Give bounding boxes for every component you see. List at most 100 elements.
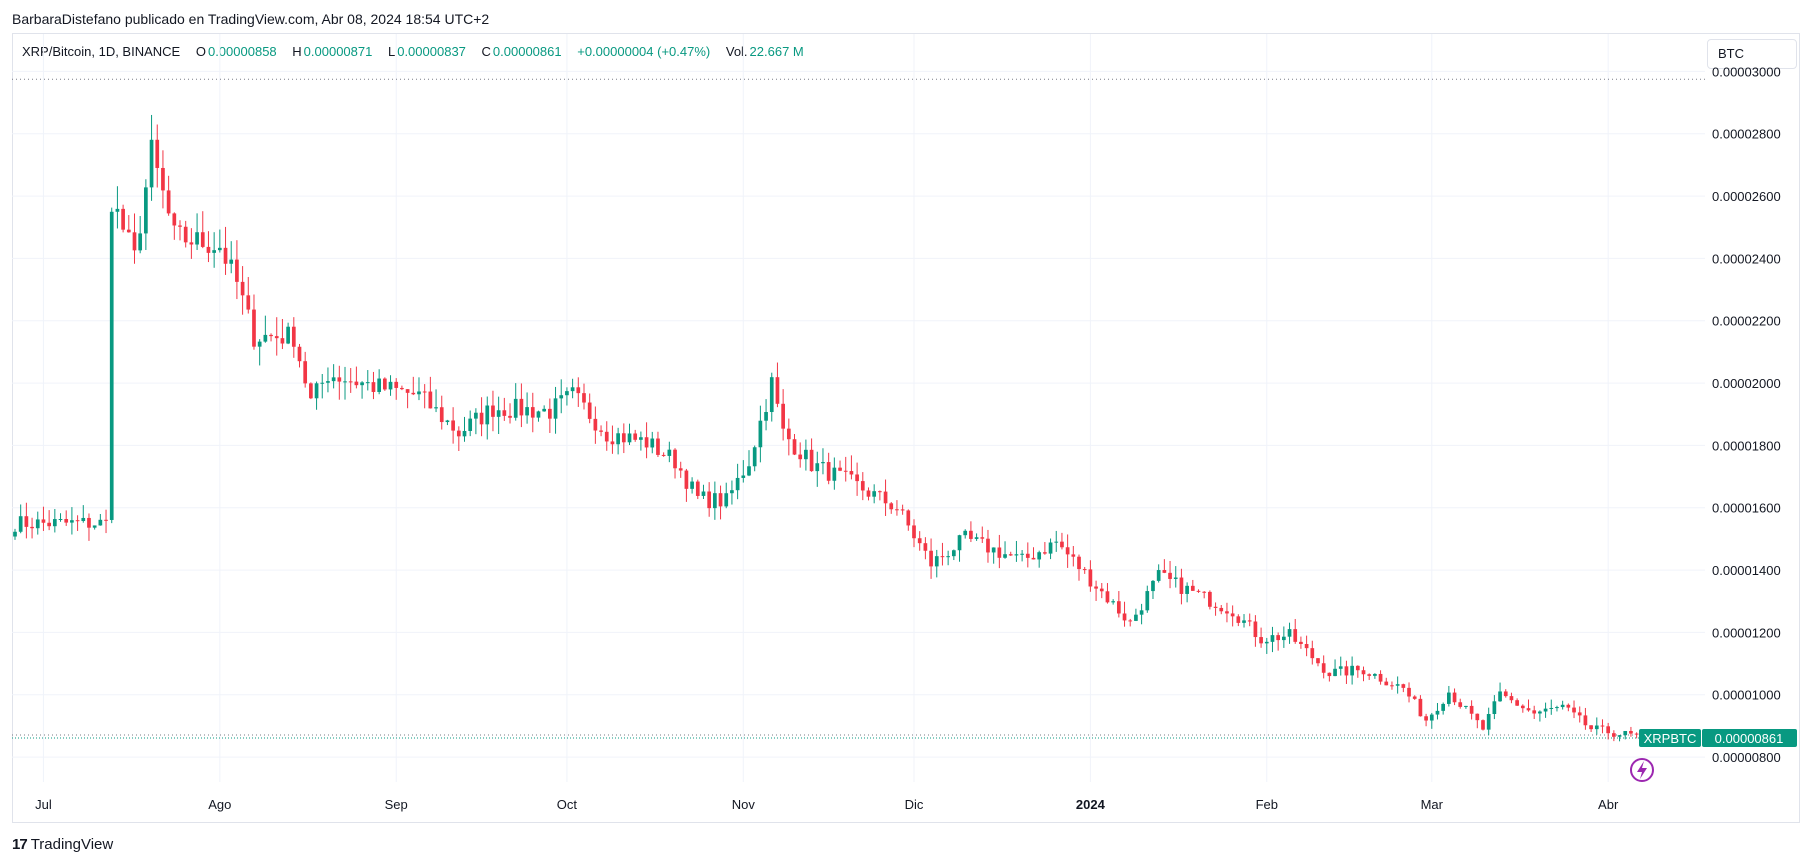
y-tick-label: 0.00000800	[1712, 750, 1781, 765]
candle-body	[616, 433, 620, 445]
last-price-tag: XRPBTC 0.00000861	[1639, 729, 1797, 748]
candle-body	[1526, 708, 1531, 711]
candle-body	[360, 382, 364, 386]
candle-body	[1293, 629, 1298, 642]
candle-body	[718, 493, 723, 507]
candle-body	[104, 519, 108, 521]
open-value: 0.00000858	[207, 44, 277, 59]
candle-body	[1589, 725, 1593, 730]
candle-body	[917, 538, 922, 544]
candle-body	[604, 431, 609, 442]
candle-body	[1048, 542, 1053, 554]
candle-body	[684, 470, 689, 489]
candle-body	[1623, 730, 1628, 736]
y-tick-label: 0.00002600	[1712, 189, 1781, 204]
candle-body	[1139, 610, 1144, 615]
candle-body	[1077, 556, 1081, 570]
candle-body	[735, 477, 740, 491]
candle-body	[1071, 554, 1076, 557]
candle-body	[969, 530, 973, 539]
candle-body	[462, 430, 467, 437]
candle-body	[821, 462, 825, 464]
candle-body	[75, 520, 80, 522]
candle-body	[52, 519, 57, 527]
candle-body	[400, 387, 404, 390]
candle-body	[331, 377, 336, 382]
candle-body	[570, 387, 575, 392]
candle-body	[64, 519, 69, 523]
candle-body	[548, 408, 552, 419]
candle-body	[576, 387, 581, 394]
lightning-icon[interactable]	[1630, 758, 1654, 782]
candle-body	[274, 336, 279, 339]
candle-body	[474, 412, 478, 419]
candle-body	[701, 491, 706, 496]
price-tag-symbol-box	[1639, 729, 1701, 748]
candle-body	[991, 547, 996, 553]
candle-body	[252, 309, 256, 347]
candle-body	[542, 408, 547, 412]
candle-body	[468, 418, 473, 431]
currency-button[interactable]: BTC	[1707, 39, 1797, 69]
candle-body	[1008, 554, 1013, 556]
candle-body	[1509, 696, 1514, 701]
price-tag-price: 0.00000861	[1715, 731, 1784, 746]
candle-body	[1082, 569, 1087, 571]
candle-body	[713, 493, 717, 509]
candle-body	[860, 481, 865, 491]
candle-body	[1532, 710, 1537, 714]
candle-body	[1555, 707, 1559, 709]
candle-body	[303, 361, 308, 384]
candle-body	[291, 326, 296, 347]
candle-body	[826, 462, 831, 481]
candle-body	[678, 468, 683, 471]
candle-body	[878, 491, 882, 493]
candle-body	[792, 439, 797, 455]
candle-body	[872, 491, 877, 497]
candle-body	[513, 398, 518, 418]
candle-body	[417, 391, 421, 395]
candle-body	[394, 381, 399, 388]
candle-body	[155, 139, 160, 168]
candle-body	[1105, 591, 1110, 603]
x-tick-label: Feb	[1256, 797, 1278, 812]
candle-body	[1116, 601, 1121, 614]
candle-body	[434, 407, 438, 409]
candle-body	[206, 246, 211, 253]
candle-body	[1145, 591, 1150, 611]
candle-body	[690, 481, 694, 489]
candle-body	[456, 430, 461, 437]
candle-body	[235, 259, 239, 282]
x-tick-label: Oct	[557, 797, 578, 812]
candle-body	[195, 232, 199, 245]
symbol-label[interactable]: XRP/Bitcoin, 1D, BINANCE	[22, 44, 181, 59]
candle-body	[809, 449, 814, 472]
y-tick-label: 0.00001400	[1712, 563, 1781, 578]
candle-body	[183, 226, 188, 243]
candle-body	[553, 398, 558, 419]
candle-body	[1031, 557, 1036, 560]
candle-body	[1373, 673, 1377, 676]
candle-body	[1435, 710, 1440, 715]
candle-body	[240, 281, 245, 296]
candle-body	[354, 381, 359, 386]
candle-body	[1344, 666, 1349, 676]
candle-body	[912, 525, 916, 539]
y-tick-label: 0.00001200	[1712, 625, 1781, 640]
candle-body	[246, 295, 251, 310]
candle-body	[1629, 730, 1633, 734]
candle-body	[1452, 692, 1457, 703]
candle-body	[1151, 580, 1155, 592]
candle-body	[229, 259, 234, 264]
candle-body	[92, 525, 97, 528]
candle-body	[1612, 733, 1616, 737]
x-tick-label: 2024	[1076, 797, 1106, 812]
candle-body	[1128, 620, 1133, 622]
candle-body	[1515, 700, 1519, 706]
candle-body	[582, 393, 586, 403]
candle-body	[1634, 733, 1639, 735]
candle-body	[1020, 553, 1024, 555]
candle-body	[1270, 635, 1275, 642]
y-tick-label: 0.00001000	[1712, 688, 1781, 703]
